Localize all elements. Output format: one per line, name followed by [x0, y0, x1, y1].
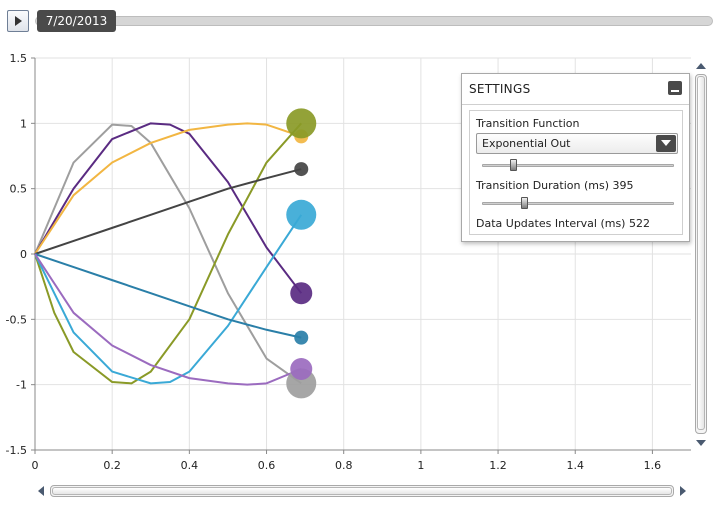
dropdown-button[interactable]	[656, 135, 676, 152]
x-tick-label: 0	[32, 459, 39, 472]
y-tick-label: 1	[20, 117, 27, 130]
data-updates-value: 522	[628, 217, 650, 230]
series-line-7	[34, 253, 302, 339]
scroll-up-icon[interactable]	[691, 58, 711, 72]
series-bubble-5	[294, 162, 309, 177]
slider-rail	[482, 164, 674, 167]
vertical-scroll-track[interactable]	[695, 74, 707, 434]
transition-duration-slider[interactable]	[482, 197, 674, 209]
transition-duration-label: Transition Duration (ms) 395	[476, 179, 634, 192]
series-line-2	[34, 122, 303, 294]
settings-panel: SETTINGS Transition Function Exponential…	[461, 73, 690, 242]
series-bubble-8	[290, 357, 313, 380]
settings-header: SETTINGS	[462, 74, 689, 105]
minimize-button[interactable]	[668, 81, 682, 95]
transition-function-label: Transition Function	[476, 117, 580, 130]
horizontal-scroll-track[interactable]	[50, 485, 674, 497]
horizontal-scroll-thumb[interactable]	[52, 487, 672, 495]
series-bubble-7	[294, 330, 309, 345]
series-bubble-2	[290, 282, 313, 305]
series-line-8	[34, 253, 302, 386]
scroll-left-icon[interactable]	[34, 484, 48, 498]
settings-title: SETTINGS	[469, 82, 531, 96]
slider-thumb[interactable]	[509, 159, 517, 171]
date-thumb-label[interactable]: 7/20/2013	[37, 10, 116, 32]
x-tick-label: 1	[417, 459, 424, 472]
slider-rail	[482, 202, 674, 205]
play-icon	[15, 16, 22, 26]
chart-series-lines	[34, 122, 303, 386]
timeline-slider[interactable]	[35, 16, 713, 26]
settings-body: Transition Function Exponential Out Tran…	[469, 110, 683, 235]
x-tick-label: 0.4	[181, 459, 199, 472]
y-tick-label: -1.5	[6, 444, 27, 457]
minimize-icon	[671, 90, 679, 92]
y-tick-label: -0.5	[6, 313, 27, 326]
x-tick-label: 0.8	[335, 459, 353, 472]
scroll-right-icon[interactable]	[676, 484, 690, 498]
series-bubble-6	[286, 199, 317, 230]
slider-thumb[interactable]	[521, 197, 529, 209]
transition-duration-value: 395	[612, 179, 634, 192]
transition-function-slider[interactable]	[482, 159, 674, 171]
x-tick-label: 0.2	[103, 459, 121, 472]
chevron-down-icon	[661, 140, 671, 146]
series-line-6	[34, 214, 303, 385]
transition-function-value: Exponential Out	[482, 137, 571, 150]
x-tick-label: 1.6	[644, 459, 662, 472]
vertical-scrollbar[interactable]	[691, 58, 711, 450]
y-tick-label: -1	[16, 379, 27, 392]
y-tick-label: 1.5	[10, 52, 28, 65]
series-line-4	[34, 122, 303, 385]
horizontal-scrollbar[interactable]	[34, 483, 690, 499]
scroll-down-icon[interactable]	[691, 436, 711, 450]
series-line-3	[34, 122, 302, 255]
series-bubble-4	[286, 108, 317, 139]
data-updates-label: Data Updates Interval (ms) 522	[476, 217, 650, 230]
transition-function-select[interactable]: Exponential Out	[476, 133, 678, 154]
play-button[interactable]	[7, 10, 29, 32]
vertical-scroll-thumb[interactable]	[697, 76, 705, 430]
y-tick-label: 0	[20, 248, 27, 261]
x-tick-label: 0.6	[258, 459, 276, 472]
x-tick-label: 1.4	[566, 459, 584, 472]
y-tick-label: 0.5	[10, 183, 28, 196]
chart-tick-labels: 0 0.2 0.4 0.6 0.8 1 1.2 1.4 1.6 1.5 1 0.5 0 -0.5 -1 -1.…	[6, 52, 662, 472]
x-tick-label: 1.2	[489, 459, 507, 472]
series-line-5	[34, 168, 302, 255]
chart-series-bubbles	[286, 108, 317, 399]
